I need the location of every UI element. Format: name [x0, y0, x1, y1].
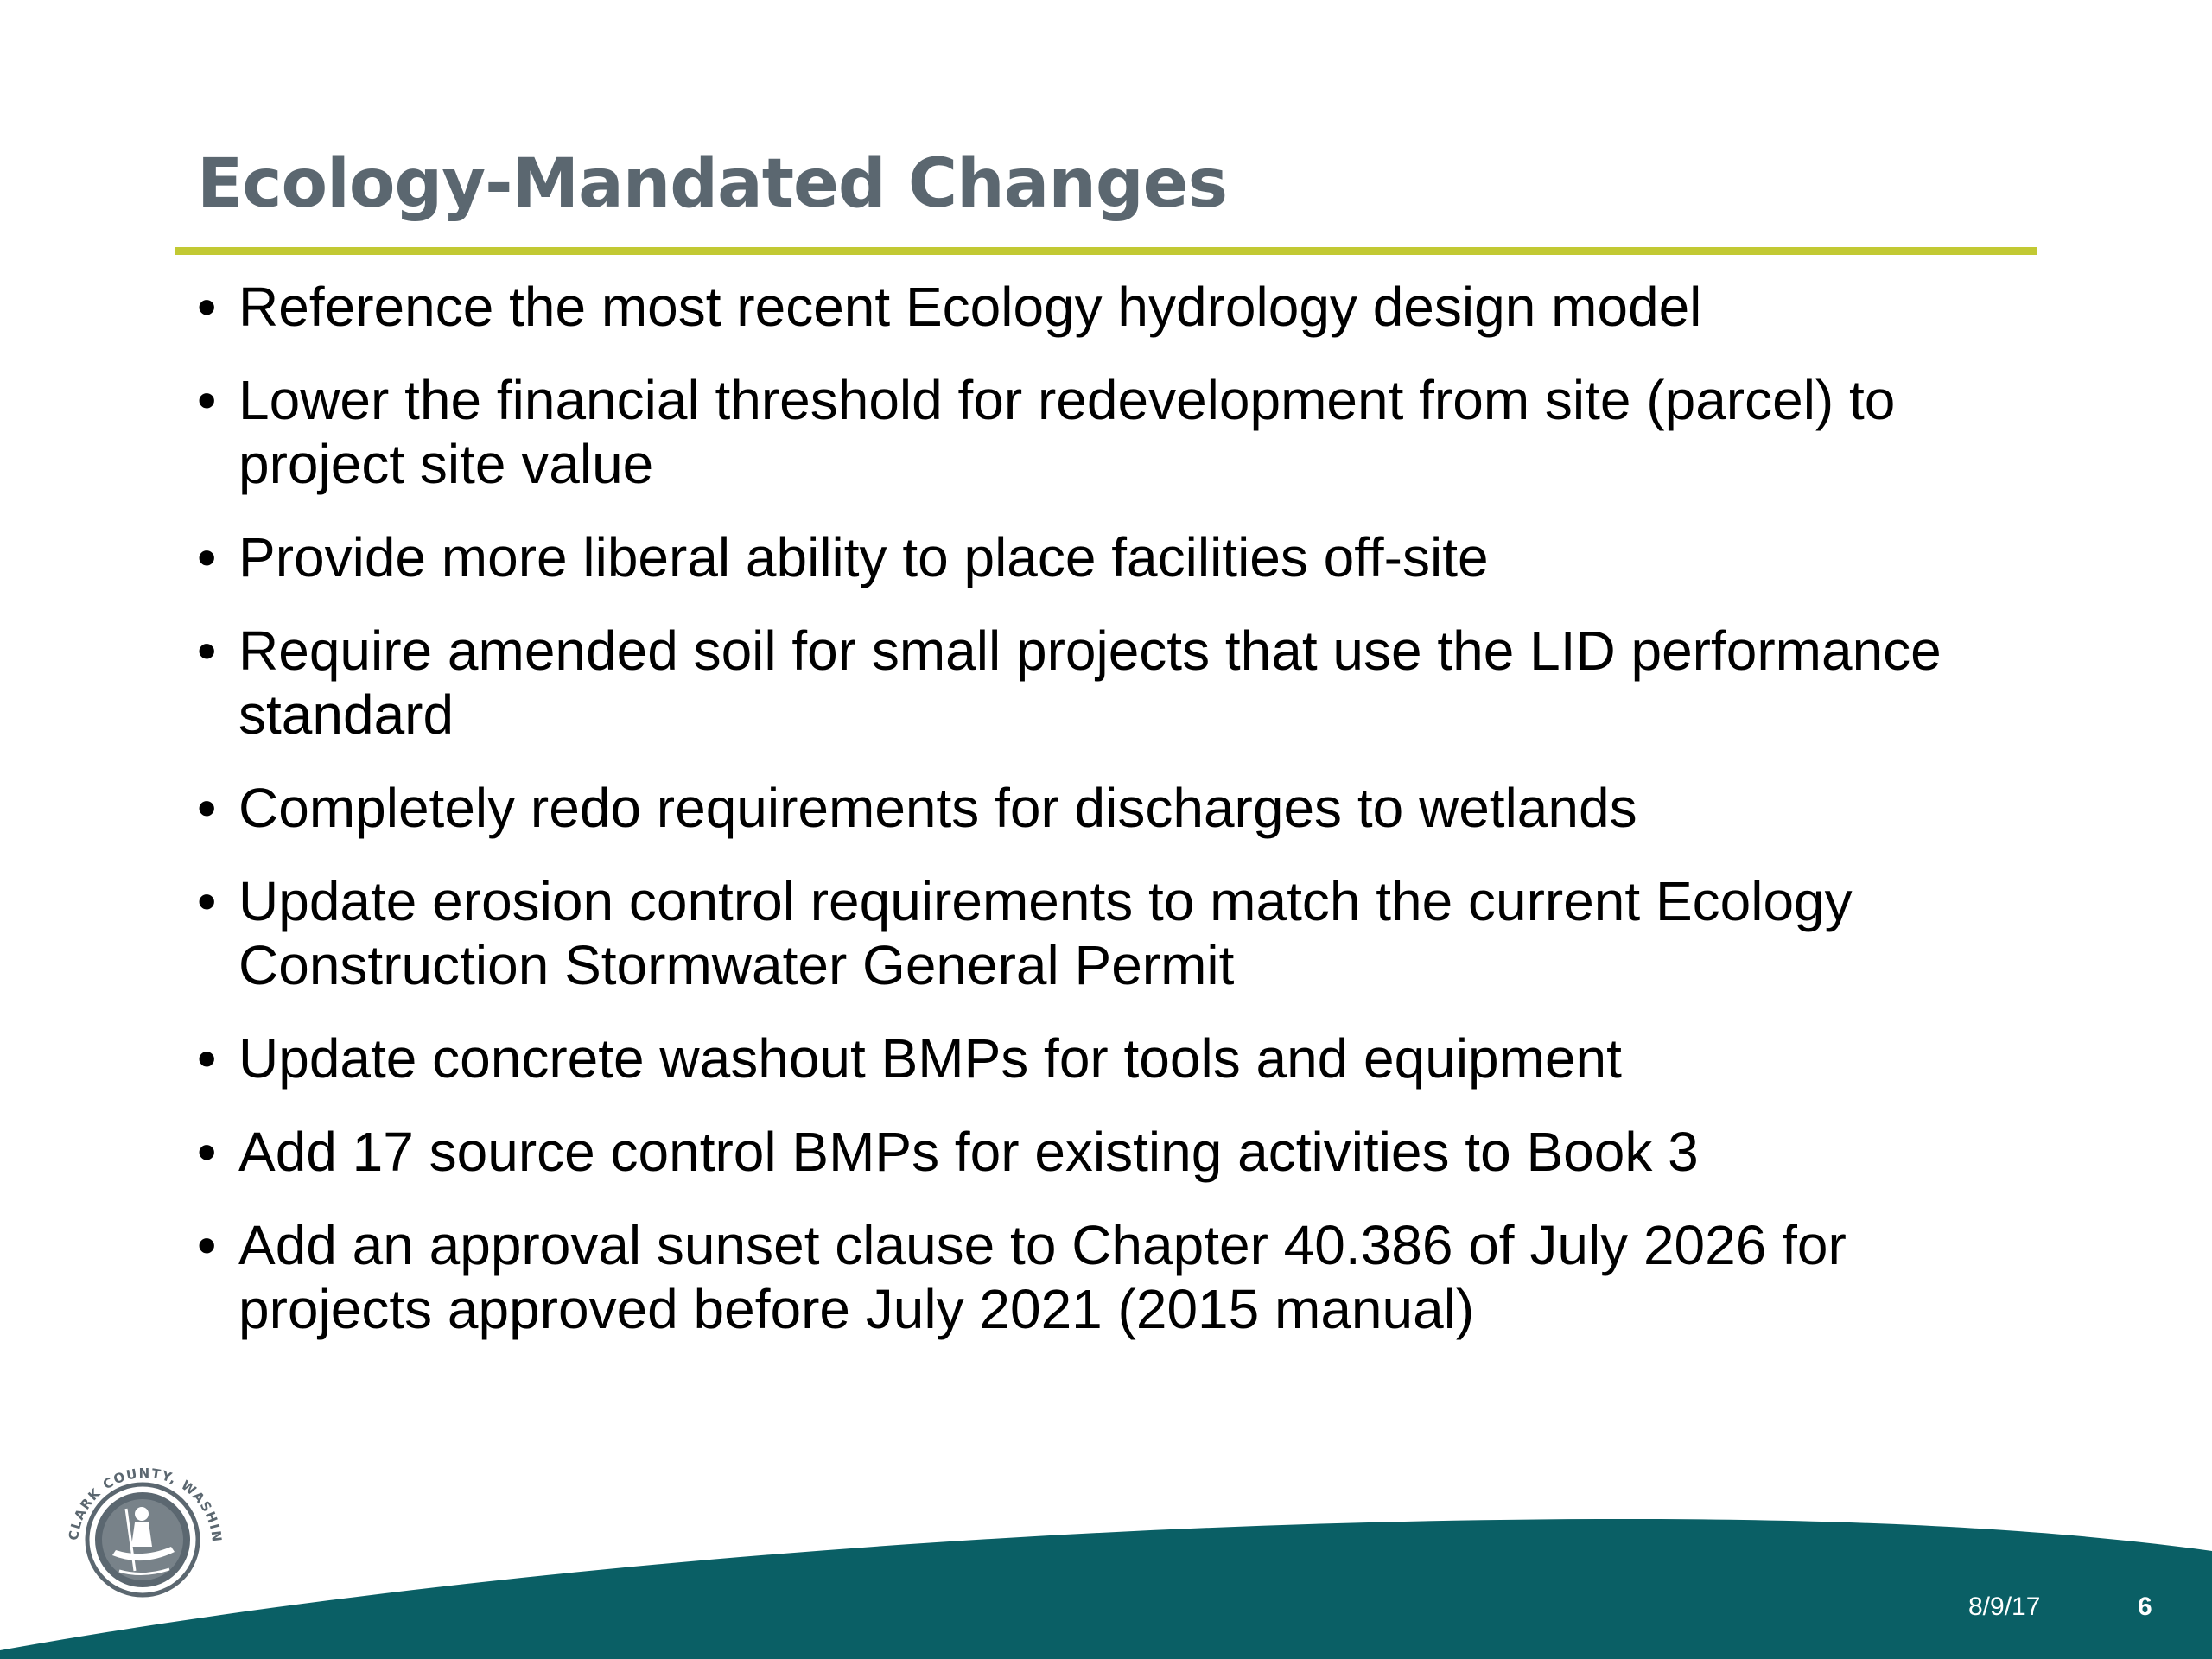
bullet-text: Update erosion control requirements to m… [238, 870, 1853, 996]
bullet-icon: • [197, 369, 217, 431]
bullet-item: • Completely redo requirements for disch… [197, 776, 2037, 840]
bullet-text: Update concrete washout BMPs for tools a… [238, 1027, 1622, 1090]
bullet-text: Reference the most recent Ecology hydrol… [238, 276, 1702, 338]
bullet-text: Require amended soil for small projects … [238, 620, 1942, 746]
footer-wave [0, 1518, 2212, 1659]
bullet-icon: • [197, 1121, 217, 1183]
bullet-text: Lower the financial threshold for redeve… [238, 369, 1896, 495]
bullet-icon: • [197, 620, 217, 682]
bullet-icon: • [197, 276, 217, 338]
bullet-list: • Reference the most recent Ecology hydr… [197, 275, 2037, 1370]
bullet-text: Add 17 source control BMPs for existing … [238, 1121, 1699, 1183]
bullet-text: Add an approval sunset clause to Chapter… [238, 1214, 1847, 1340]
bullet-text: Completely redo requirements for dischar… [238, 777, 1637, 839]
title-underline [175, 247, 2037, 255]
bullet-item: • Update concrete washout BMPs for tools… [197, 1027, 2037, 1090]
bullet-item: • Add an approval sunset clause to Chapt… [197, 1213, 2037, 1341]
bullet-item: • Reference the most recent Ecology hydr… [197, 275, 2037, 339]
bullet-icon: • [197, 1027, 217, 1090]
bullet-text: Provide more liberal ability to place fa… [238, 526, 1489, 588]
bullet-icon: • [197, 1214, 217, 1276]
bullet-item: • Add 17 source control BMPs for existin… [197, 1120, 2037, 1184]
bullet-item: • Lower the financial threshold for rede… [197, 368, 2037, 496]
bullet-icon: • [197, 777, 217, 839]
county-seal-logo: CLARK COUNTY, WASHINGTON [52, 1441, 224, 1598]
footer-date: 8/9/17 [1968, 1592, 2041, 1621]
page-number: 6 [2138, 1592, 2152, 1621]
slide-title: Ecology-Mandated Changes [197, 145, 1228, 223]
bullet-icon: • [197, 526, 217, 588]
bullet-item: • Provide more liberal ability to place … [197, 525, 2037, 589]
bullet-item: • Update erosion control requirements to… [197, 869, 2037, 997]
bullet-item: • Require amended soil for small project… [197, 619, 2037, 747]
bullet-icon: • [197, 870, 217, 932]
